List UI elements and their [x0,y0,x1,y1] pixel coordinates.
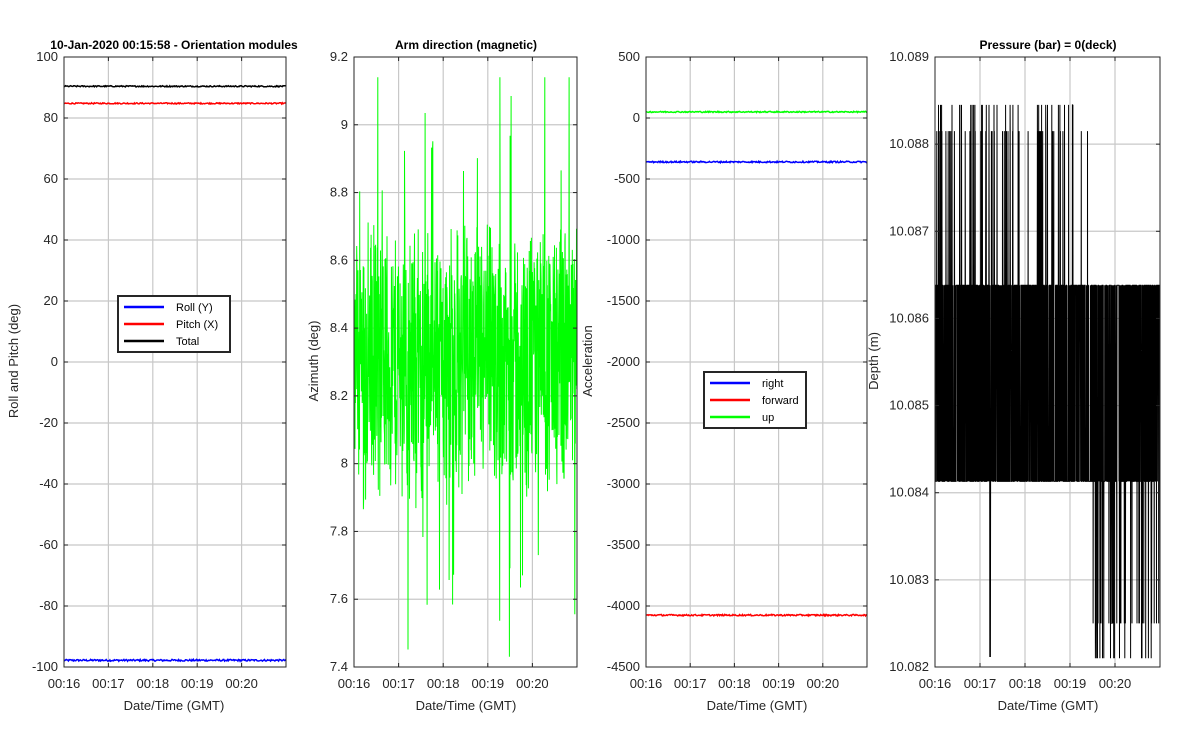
y-tick-label: 10.083 [889,572,929,587]
y-tick-label: 8.2 [330,388,348,403]
y-axis-label: Roll and Pitch (deg) [6,304,21,418]
y-tick-label: 8.8 [330,185,348,200]
y-tick-label: 10.086 [889,310,929,325]
y-tick-label: -2500 [607,415,640,430]
y-tick-label: 10.085 [889,398,929,413]
legend-label: Total [176,336,199,348]
series-line-forward [645,612,868,618]
x-tick-label: 00:19 [181,676,214,691]
y-tick-label: 7.8 [330,523,348,538]
y-tick-label: -80 [39,598,58,613]
depth-line [934,104,1161,659]
x-tick-label: 00:17 [92,676,125,691]
y-tick-label: 8.4 [330,320,348,335]
y-tick-label: -20 [39,415,58,430]
x-tick-label: 00:20 [1099,676,1132,691]
y-tick-label: 0 [633,110,640,125]
x-tick-label: 00:16 [48,676,81,691]
y-tick-label: 8.6 [330,252,348,267]
series-line-pitch-x- [63,101,287,106]
x-tick-label: 00:16 [630,676,663,691]
legend-label: Pitch (X) [176,319,218,331]
y-tick-label: 10.082 [889,659,929,674]
panel-title: 10-Jan-2020 00:15:58 - Orientation modul… [50,38,298,52]
y-tick-label: -40 [39,476,58,491]
panel-title: Pressure (bar) = 0(deck) [979,38,1116,52]
acceleration-panel: Date/Time (GMT) Acceleration 500 0 -500 -10… [580,49,868,713]
x-tick-label: 00:20 [225,676,258,691]
y-tick-label: 60 [44,171,58,186]
y-axis-label: Depth (m) [866,332,881,390]
x-tick-label: 00:19 [472,676,505,691]
series-line-total [64,84,287,88]
y-tick-label: 8 [341,456,348,471]
series-group [63,84,287,663]
y-tick-label: 40 [44,232,58,247]
y-tick-label: 10.084 [889,485,929,500]
x-tick-label: 00:18 [1009,676,1042,691]
y-tick-label: 100 [36,49,58,64]
x-tick-label: 00:16 [919,676,952,691]
y-tick-label: -60 [39,537,58,552]
y-tick-label: 9 [341,117,348,132]
y-tick-label: -500 [614,171,640,186]
series-line-up [645,110,868,114]
x-tick-label: 00:17 [674,676,707,691]
x-tick-label: 00:19 [1054,676,1087,691]
x-tick-label: 00:18 [137,676,170,691]
x-axis-label: Date/Time (GMT) [416,698,517,713]
series-line-roll-y- [63,657,287,663]
plot-frame [934,56,1161,668]
legend: Roll (Y) Pitch (X) Total [117,295,231,353]
y-axis-label: Azimuth (deg) [306,321,321,402]
series-group [645,110,868,618]
panel-title: Arm direction (magnetic) [395,38,537,52]
x-tick-label: 00:17 [382,676,415,691]
y-tick-label: 10.088 [889,136,929,151]
legend-label: right [762,378,783,390]
y-tick-label: -4000 [607,598,640,613]
y-tick-label: -1000 [607,232,640,247]
azimuth-line [353,77,578,657]
y-tick-label: 10.089 [889,49,929,64]
series-group [934,104,1161,659]
y-tick-label: -2000 [607,354,640,369]
legend-label: up [762,412,774,424]
plot-frame [353,56,578,668]
x-tick-label: 00:20 [807,676,840,691]
legend-label: Roll (Y) [176,302,213,314]
y-tick-label: -100 [32,659,58,674]
y-tick-label: 0 [51,354,58,369]
y-tick-label: -3000 [607,476,640,491]
x-tick-label: 00:19 [762,676,795,691]
pressure-panel: Pressure (bar) = 0(deck) Date/Time (GMT)… [866,38,1161,713]
legend-label: forward [762,395,799,407]
y-axis-label: Acceleration [580,325,595,397]
y-tick-label: 500 [618,49,640,64]
x-axis-label: Date/Time (GMT) [707,698,808,713]
arm-direction-panel: Arm direction (magnetic) Date/Time (GMT)… [306,38,578,713]
y-tick-label: 9.2 [330,49,348,64]
x-tick-label: 00:17 [964,676,997,691]
y-tick-label: -1500 [607,293,640,308]
x-tick-label: 00:18 [427,676,460,691]
x-tick-label: 00:20 [516,676,549,691]
x-axis-label: Date/Time (GMT) [124,698,225,713]
x-tick-label: 00:16 [338,676,371,691]
series-line-right [645,159,868,165]
y-tick-label: -3500 [607,537,640,552]
orientation-panel: 10-Jan-2020 00:15:58 - Orientation modul… [6,38,298,713]
y-tick-label: 7.4 [330,659,348,674]
y-tick-label: 10.087 [889,223,929,238]
series-group [353,77,578,657]
y-tick-label: 20 [44,293,58,308]
x-axis-label: Date/Time (GMT) [998,698,1099,713]
y-tick-label: -4500 [607,659,640,674]
legend: right forward up [703,371,807,429]
x-tick-label: 00:18 [718,676,751,691]
y-tick-label: 7.6 [330,591,348,606]
y-tick-label: 80 [44,110,58,125]
